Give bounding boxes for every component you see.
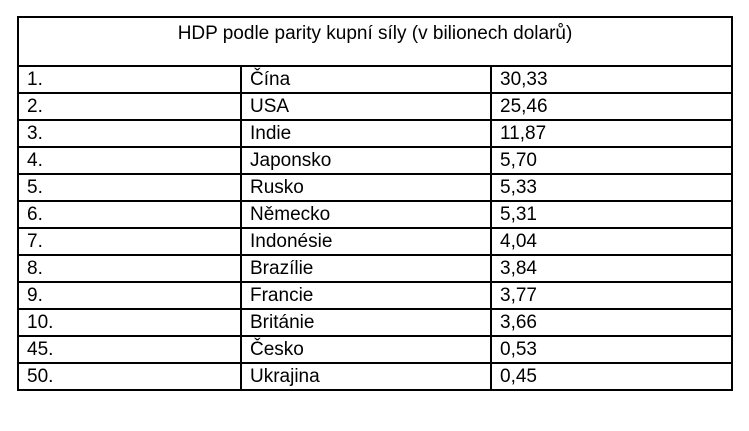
table-title: HDP podle parity kupní síly (v bilionech… (16, 16, 734, 67)
country-cell: Ukrajina (240, 362, 492, 391)
table-row: 50. Ukrajina 0,45 (17, 362, 734, 391)
rank-cell: 10. (17, 308, 242, 337)
table-row: 4. Japonsko 5,70 (17, 146, 734, 175)
country-cell: USA (240, 92, 492, 121)
value-cell: 4,04 (489, 227, 734, 256)
country-cell: Indonésie (240, 227, 492, 256)
value-cell: 3,77 (489, 281, 734, 310)
gdp-ppp-table: HDP podle parity kupní síly (v bilionech… (16, 16, 734, 391)
country-cell: Česko (240, 335, 492, 364)
country-cell: Čína (240, 65, 492, 94)
table-row: 6. Německo 5,31 (17, 200, 734, 229)
rank-cell: 9. (17, 281, 242, 310)
value-cell: 25,46 (489, 92, 734, 121)
value-cell: 5,33 (489, 173, 734, 202)
value-cell: 0,53 (489, 335, 734, 364)
table-title-row: HDP podle parity kupní síly (v bilionech… (16, 16, 734, 67)
value-cell: 30,33 (489, 65, 734, 94)
rank-cell: 45. (17, 335, 242, 364)
country-cell: Brazílie (240, 254, 492, 283)
country-cell: Indie (240, 119, 492, 148)
table-row: 10. Británie 3,66 (17, 308, 734, 337)
rank-cell: 3. (17, 119, 242, 148)
country-cell: Británie (240, 308, 492, 337)
table-row: 45. Česko 0,53 (17, 335, 734, 364)
rank-cell: 6. (17, 200, 242, 229)
rank-cell: 5. (17, 173, 242, 202)
value-cell: 11,87 (489, 119, 734, 148)
rank-cell: 4. (17, 146, 242, 175)
value-cell: 3,66 (489, 308, 734, 337)
rank-cell: 7. (17, 227, 242, 256)
value-cell: 3,84 (489, 254, 734, 283)
value-cell: 0,45 (489, 362, 734, 391)
table-row: 1. Čína 30,33 (17, 65, 734, 94)
table-row: 5. Rusko 5,33 (17, 173, 734, 202)
rank-cell: 8. (17, 254, 242, 283)
rank-cell: 2. (17, 92, 242, 121)
table-row: 8. Brazílie 3,84 (17, 254, 734, 283)
value-cell: 5,31 (489, 200, 734, 229)
country-cell: Francie (240, 281, 492, 310)
value-cell: 5,70 (489, 146, 734, 175)
table-row: 3. Indie 11,87 (17, 119, 734, 148)
table-row: 9. Francie 3,77 (17, 281, 734, 310)
table-row: 2. USA 25,46 (17, 92, 734, 121)
rank-cell: 1. (17, 65, 242, 94)
country-cell: Japonsko (240, 146, 492, 175)
rank-cell: 50. (17, 362, 242, 391)
country-cell: Rusko (240, 173, 492, 202)
country-cell: Německo (240, 200, 492, 229)
table-row: 7. Indonésie 4,04 (17, 227, 734, 256)
